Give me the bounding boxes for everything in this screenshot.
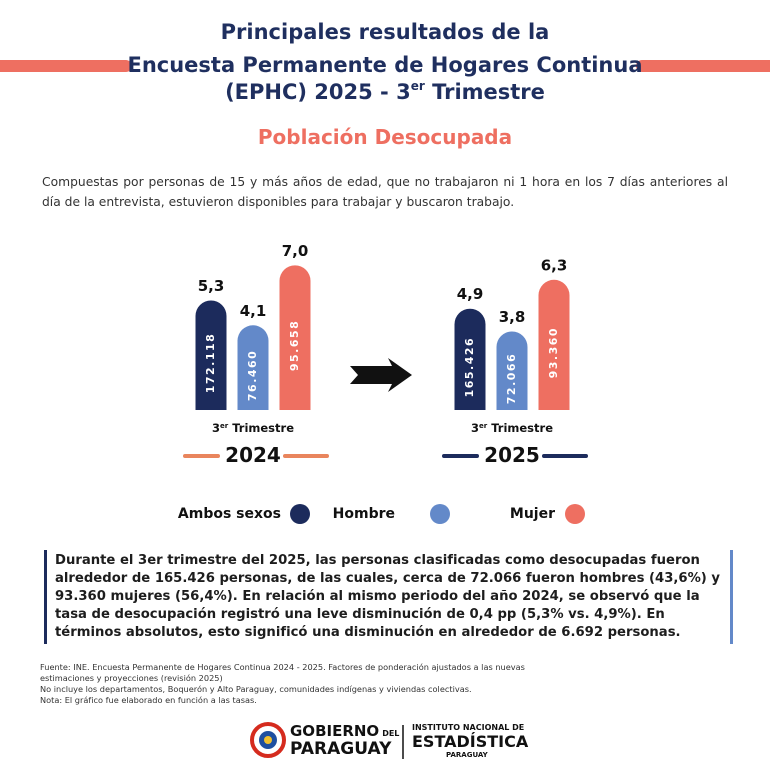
chart-subtitle: 3er Trimestre bbox=[212, 421, 294, 435]
inner-label: 93.360 bbox=[547, 327, 560, 378]
gov-word: GOBIERNO bbox=[290, 722, 379, 740]
legend-label: Ambos sexos bbox=[178, 506, 281, 522]
summary-text: Durante el 3er trimestre del 2025, las p… bbox=[44, 550, 733, 644]
bar bbox=[538, 279, 570, 410]
emblem bbox=[264, 736, 272, 744]
footnotes: Fuente: INE. Encuesta Permanente de Hoga… bbox=[40, 662, 560, 706]
legend-label: Hombre bbox=[333, 506, 395, 522]
chart-subtitle: 3er Trimestre bbox=[471, 421, 553, 435]
value-label: 4,9 bbox=[457, 285, 484, 303]
ine-text: ESTADÍSTICA bbox=[412, 732, 529, 751]
value-label: 4,1 bbox=[240, 302, 267, 320]
bar bbox=[237, 325, 269, 410]
inner-label: 165.426 bbox=[463, 337, 476, 398]
bar bbox=[279, 265, 311, 410]
year-label: 2025 bbox=[484, 443, 540, 467]
legend-swatch bbox=[565, 504, 585, 524]
legend-swatch bbox=[290, 504, 310, 524]
subtitle-sup: er bbox=[479, 422, 488, 430]
footnote: No incluye los departamentos, Boquerón y… bbox=[40, 684, 472, 694]
bar bbox=[195, 300, 227, 410]
bar bbox=[496, 331, 528, 410]
legend-swatch bbox=[430, 504, 450, 524]
value-label: 5,3 bbox=[198, 277, 225, 295]
value-label: 3,8 bbox=[499, 308, 526, 326]
inner-label: 95.658 bbox=[288, 320, 301, 371]
footnote: Fuente: INE. Encuesta Permanente de Hoga… bbox=[40, 662, 525, 683]
subtitle-sup: er bbox=[220, 422, 229, 430]
ine-text: INSTITUTO NACIONAL DE bbox=[412, 723, 524, 732]
gov-text: PARAGUAY bbox=[290, 739, 392, 759]
value-label: 6,3 bbox=[541, 256, 568, 274]
subtitle: Población Desocupada bbox=[257, 125, 513, 149]
gov-text: GOBIERNO DEL bbox=[290, 722, 399, 740]
year-label: 2024 bbox=[225, 443, 281, 467]
title-line: (EPHC) 2025 - 3er Trimestre bbox=[0, 79, 770, 104]
ine-text: PARAGUAY bbox=[446, 751, 489, 759]
title-part: Trimestre bbox=[424, 80, 545, 104]
legend-label: Mujer bbox=[510, 506, 555, 522]
value-label: 7,0 bbox=[282, 242, 309, 260]
title-sup: er bbox=[410, 79, 425, 93]
footnote: Nota: El gráfico fue elaborado en funció… bbox=[40, 695, 257, 705]
intro-text: Compuestas por personas de 15 y más años… bbox=[42, 175, 728, 209]
subtitle-part: Trimestre bbox=[228, 421, 294, 435]
arrow bbox=[350, 358, 412, 392]
decor-bar bbox=[636, 60, 770, 72]
title-part: (EPHC) 2025 - 3 bbox=[225, 80, 411, 104]
subtitle-part: 3 bbox=[212, 421, 220, 435]
inner-label: 172.118 bbox=[204, 333, 217, 394]
gov-word: DEL bbox=[382, 729, 399, 738]
bar bbox=[454, 308, 486, 410]
logos: GOBIERNO DEL PARAGUAY INSTITUTO NACIONAL … bbox=[250, 722, 529, 759]
subtitle-part: Trimestre bbox=[487, 421, 553, 435]
title-line: Principales resultados de la bbox=[220, 20, 550, 44]
subtitle-part: 3 bbox=[471, 421, 479, 435]
inner-label: 72.066 bbox=[505, 353, 518, 404]
inner-label: 76.460 bbox=[246, 350, 259, 401]
decor-bar bbox=[0, 60, 132, 72]
title-line: Encuesta Permanente de Hogares Continua bbox=[127, 53, 643, 77]
